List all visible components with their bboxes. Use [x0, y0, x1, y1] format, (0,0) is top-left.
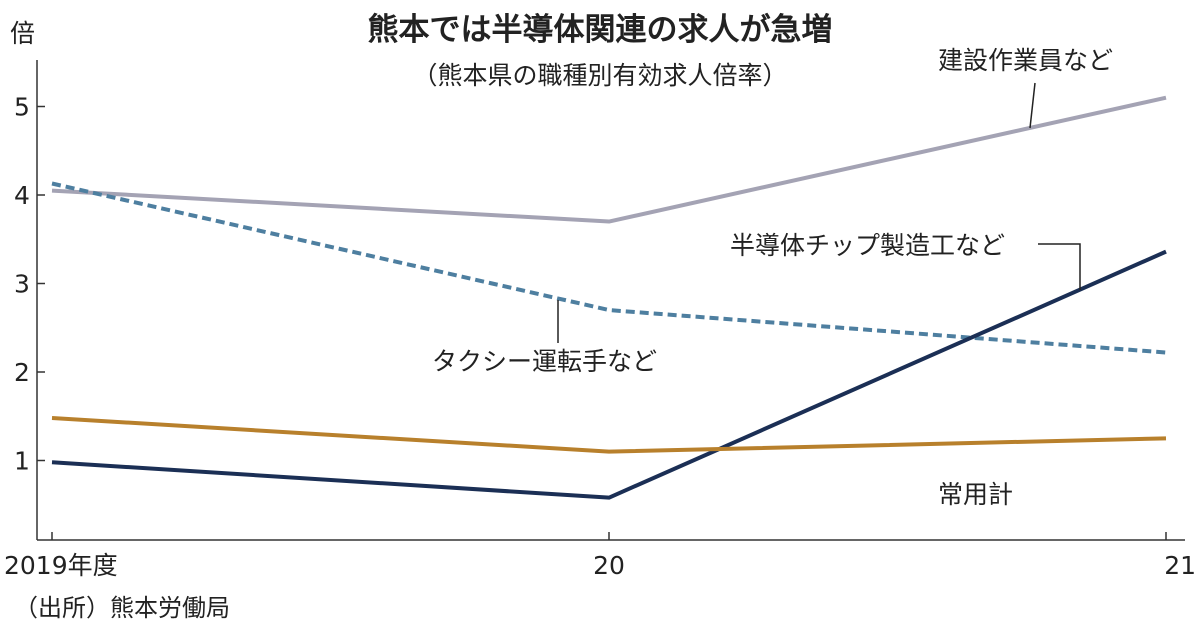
x-tick-label: 20: [593, 551, 625, 580]
series-label: 常用計: [938, 480, 1013, 509]
y-tick-label: 3: [14, 270, 30, 299]
y-unit-label: 倍: [10, 19, 35, 48]
series-line: [51, 181, 1167, 355]
series-lines: [51, 95, 1167, 500]
y-tick-label: 5: [14, 93, 30, 122]
axes: 倍 1 2 3 4 5 2019年度 20 21: [4, 19, 1196, 580]
series-label: タクシー運転手など: [432, 347, 657, 376]
series-line: [51, 416, 1167, 454]
series-line: [51, 95, 1167, 224]
leader-line: [1029, 82, 1036, 129]
series-label: 建設作業員など: [938, 46, 1113, 75]
chart-title: 熊本では半導体関連の求人が急増: [367, 12, 833, 48]
y-tick-label: 4: [14, 181, 30, 210]
y-tick-label: 1: [14, 447, 30, 476]
series-line: [51, 249, 1167, 500]
chart-subtitle: （熊本県の職種別有効求人倍率）: [412, 61, 788, 90]
source-note: （出所）熊本労働局: [14, 594, 230, 622]
y-tick-label: 2: [14, 358, 30, 387]
leader-line: [1038, 243, 1081, 290]
x-tick-label: 21: [1164, 551, 1196, 580]
x-tick-label: 2019年度: [4, 551, 118, 580]
series-label: 半導体チップ製造工など: [730, 231, 1005, 260]
